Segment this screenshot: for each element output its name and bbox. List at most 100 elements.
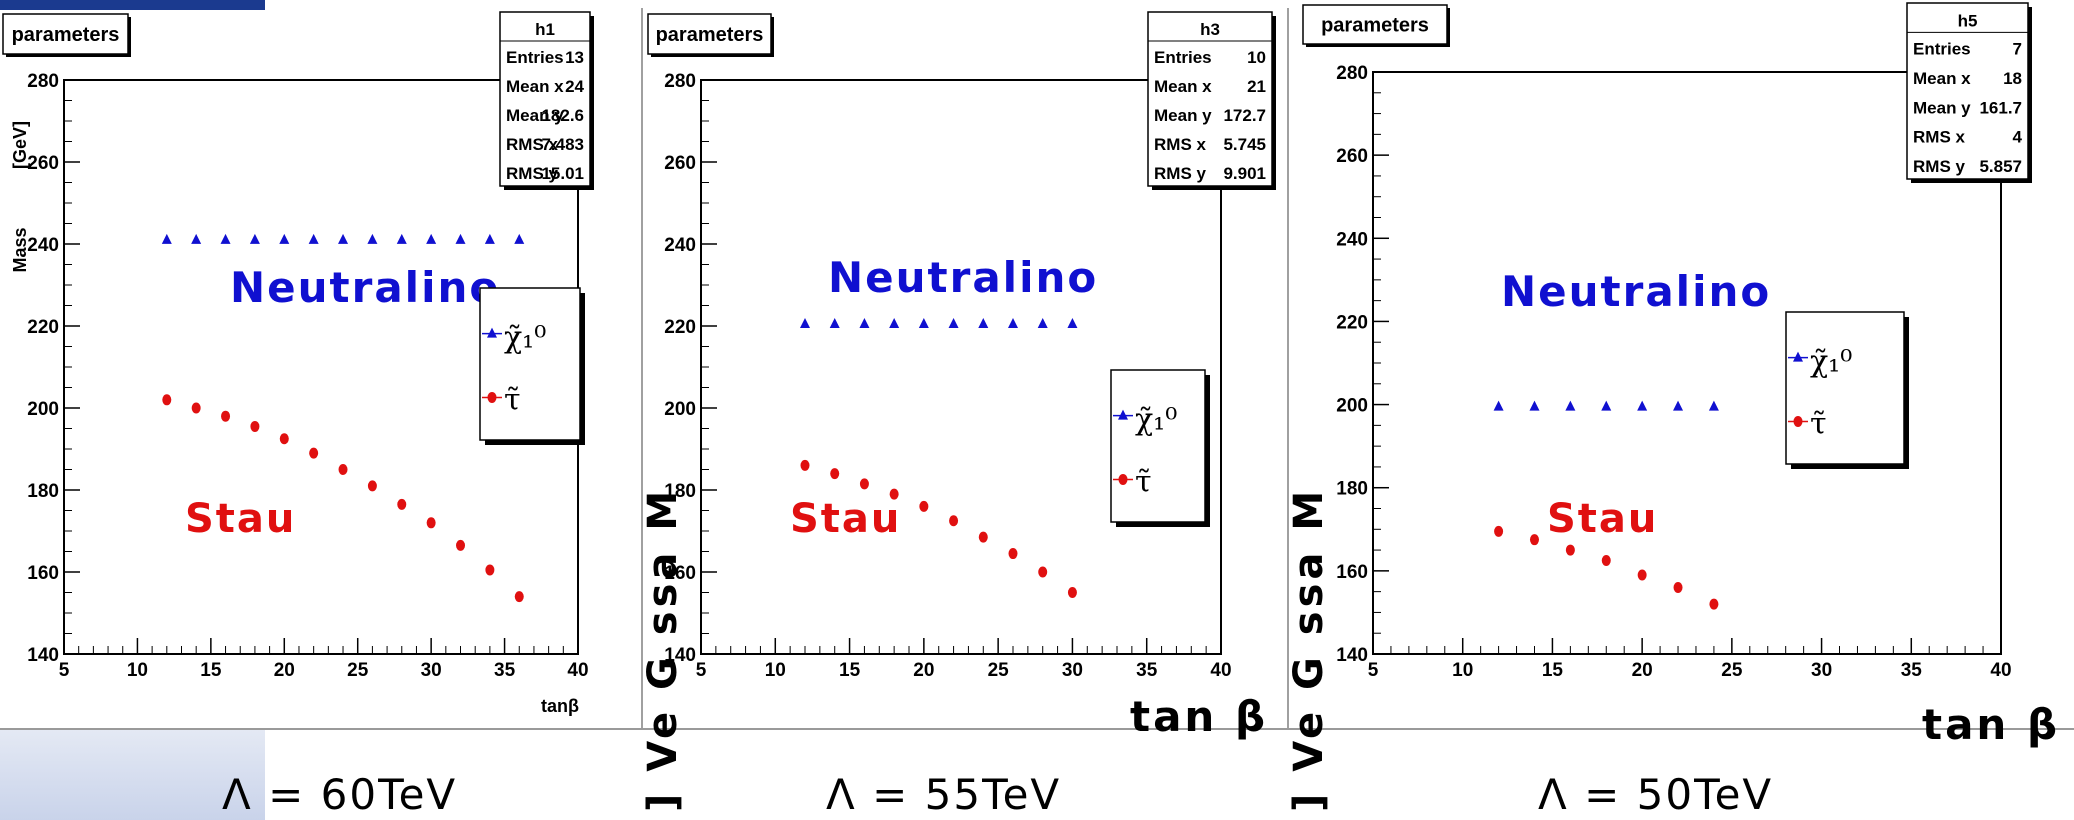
stats-row-label: RMS y (506, 164, 559, 183)
y-tick-label: 200 (664, 399, 696, 420)
parameters-box (1302, 4, 1448, 45)
stats-row-label: RMS x (1154, 135, 1207, 154)
stau-point (309, 447, 319, 459)
ylabel-mirrored-55tev: ] Ve G ssa M (640, 486, 686, 812)
stau-point (338, 464, 348, 475)
legend-label-neutralino: χ̃₁⁰ (504, 321, 546, 356)
stats-row-label: Mean y (506, 106, 564, 125)
stau-point (1038, 566, 1048, 578)
neutralino-point (514, 233, 525, 244)
y-tick-label: 280 (1336, 63, 1368, 84)
x-tick-label: 10 (127, 660, 148, 681)
y-tick-label: 280 (664, 71, 696, 92)
annotation-neutralino: Neutralino (230, 263, 500, 312)
stats-title: h5 (1958, 11, 1978, 30)
x-tick-label: 5 (59, 660, 70, 681)
legend-marker-stau (487, 391, 497, 403)
neutralino-point (1067, 317, 1078, 328)
neutralino-point (889, 317, 900, 328)
legend-label-stau: τ̃ (1135, 464, 1152, 499)
chart-panel-55tev: 5 10 15 20 25 30 35 40 140 160 180 200 220 240 260 280 N… (643, 0, 1287, 720)
y-tick-label: 160 (27, 563, 59, 584)
stau-point (221, 410, 231, 422)
stats-row-label: Mean x (1154, 77, 1212, 96)
y-tick-label: 220 (664, 317, 696, 338)
neutralino-point (1493, 400, 1504, 411)
ylabel-mirrored-50tev: ] Ve G ssa M (1286, 486, 1332, 812)
legend-marker-stau (1793, 415, 1803, 427)
stats-row-value: 5.857 (1979, 157, 2022, 176)
x-tick-label: 15 (1542, 660, 1564, 681)
neutralino-point (279, 233, 290, 244)
x-tick-label: 40 (1990, 660, 2011, 681)
parameters-box (2, 13, 129, 55)
x-tick-label: 35 (1136, 660, 1158, 681)
chart-svg-55tev: 5 10 15 20 25 30 35 40 140 160 180 200 220 240 260 280 N… (647, 11, 1276, 681)
stats-row-value: 13 (565, 48, 584, 67)
chart-svg-60tev: 5 10 15 20 25 30 35 40 140 160 180 200 220 240 260 280 N… (2, 11, 594, 716)
legend-marker-neutralino (1118, 409, 1128, 420)
neutralino-point (948, 317, 959, 328)
stau-point (250, 420, 260, 432)
y-tick-label: 180 (664, 481, 696, 502)
stats-row-value: 10 (1247, 48, 1266, 67)
bottom-left-decoration (0, 730, 265, 820)
chart-svg-50tev: 5 10 15 20 25 30 35 40 140 160 180 200 220 240 260 280 N… (1302, 2, 2032, 681)
x-tick-label: 15 (200, 660, 222, 681)
stats-row-value: 182.6 (541, 106, 584, 125)
neutralino-point (800, 317, 810, 328)
x-tick-label: 5 (696, 660, 707, 681)
stats-row-value: 172.7 (1223, 106, 1266, 125)
stau-point (1637, 569, 1647, 581)
neutralino-point (396, 233, 407, 244)
xlabel-big-55tev: tan β (1130, 692, 1269, 741)
stau-point (859, 478, 869, 490)
neutralino-point (1037, 317, 1048, 328)
stau-point (949, 515, 959, 527)
y-tick-label: 140 (664, 645, 696, 666)
stau-point (1565, 544, 1575, 556)
stau-point (1494, 525, 1504, 537)
stau-point (279, 433, 289, 445)
legend-label-stau: τ̃ (1810, 406, 1827, 441)
stau-point (426, 517, 436, 529)
parameters-box (647, 13, 772, 55)
stau-point (1067, 587, 1077, 598)
panel-divider-2 (1287, 8, 1289, 728)
neutralino-point (859, 317, 870, 328)
x-tick-label: 30 (1811, 660, 1832, 681)
stau-point (397, 498, 407, 510)
neutralino-point (918, 317, 929, 328)
xlabel-big-50tev: tan β (1922, 700, 2061, 749)
parameters-label: parameters (1321, 15, 1429, 37)
x-tick-label: 35 (1901, 660, 1923, 681)
y-tick-label: 180 (1336, 479, 1368, 500)
neutralino-point (1673, 400, 1684, 411)
neutralino-point (978, 317, 989, 328)
annotation-stau: Stau (185, 496, 296, 542)
stats-row-value: 9.901 (1223, 164, 1266, 183)
x-tick-label: 40 (1210, 660, 1231, 681)
caption-lambda-55tev: Λ = 55TeV (826, 770, 1062, 819)
stats-row-value: 18 (2003, 69, 2022, 88)
stau-point (978, 531, 988, 543)
y-tick-label: 160 (1336, 562, 1368, 583)
neutralino-point (1601, 400, 1612, 411)
stau-point (456, 539, 466, 551)
neutralino-point (829, 317, 840, 328)
parameters-label: parameters (656, 24, 764, 46)
y-tick-label: 140 (1336, 645, 1368, 666)
x-tick-label: 35 (494, 660, 516, 681)
stats-row-value: 161.7 (1979, 98, 2022, 117)
ylabel-small: Mass (10, 227, 30, 272)
y-tick-label: 240 (664, 235, 696, 256)
y-tick-label: 240 (27, 235, 59, 256)
y-tick-label: 220 (27, 317, 59, 338)
neutralino-point (455, 233, 466, 244)
stats-row-label: Entries (506, 48, 564, 67)
stats-row-label: Entries (1154, 48, 1212, 67)
xlabel-small: tanβ (541, 696, 579, 716)
legend-label-stau: τ̃ (504, 382, 521, 417)
stats-row-value: 4 (2013, 128, 2023, 147)
stau-point (1601, 554, 1611, 566)
